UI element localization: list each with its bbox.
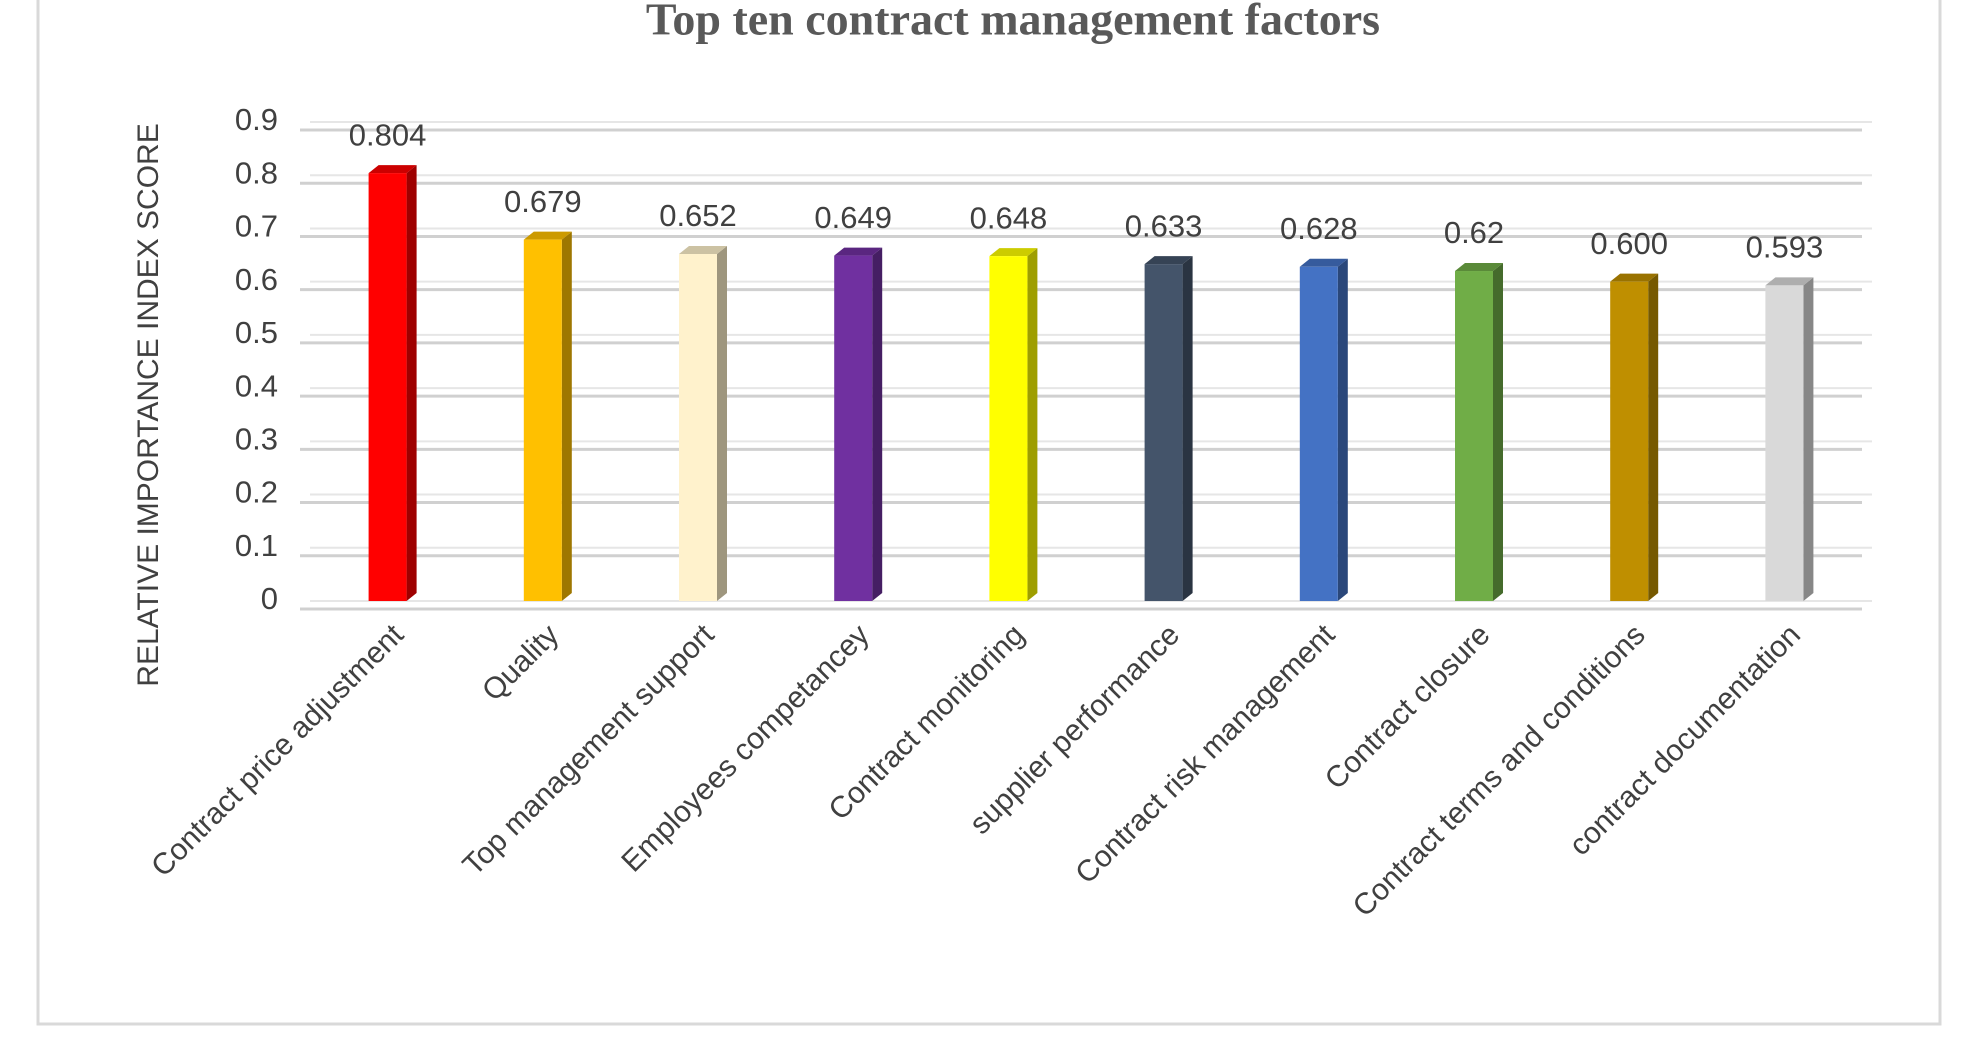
bar bbox=[1455, 271, 1493, 601]
bar-side bbox=[561, 231, 572, 602]
bar-side bbox=[1648, 273, 1659, 601]
y-tick-label: 0.7 bbox=[235, 209, 278, 244]
bar bbox=[1299, 266, 1338, 601]
y-axis-label: RELATIVE IMPORTANCE INDEX SCORE bbox=[132, 123, 165, 686]
chart-title: Top ten contract management factors bbox=[646, 0, 1380, 45]
bar-top bbox=[523, 231, 572, 240]
y-tick-label: 0.4 bbox=[235, 368, 278, 403]
x-tick-label: Employees competancey bbox=[615, 618, 875, 878]
value-label: 0.62 bbox=[1444, 215, 1504, 250]
chart-frame bbox=[36, 0, 1942, 1026]
bar bbox=[679, 253, 717, 602]
value-label: 0.628 bbox=[1280, 211, 1358, 246]
y-tick-label: 0.6 bbox=[235, 262, 278, 297]
x-tick-label: Contract price adjustment bbox=[145, 618, 411, 884]
bar-top bbox=[1610, 273, 1659, 282]
y-tick-label: 0.9 bbox=[235, 102, 278, 137]
bar bbox=[523, 239, 562, 602]
bar-top bbox=[1455, 263, 1503, 272]
bar-top bbox=[679, 245, 727, 254]
x-tick-label: Quality bbox=[476, 618, 565, 707]
bar-side bbox=[1803, 277, 1814, 601]
y-tick-label: 0.1 bbox=[235, 528, 278, 563]
bar bbox=[368, 173, 407, 602]
bar bbox=[834, 255, 873, 602]
bar-top bbox=[1765, 277, 1814, 286]
y-tick-label: 0 bbox=[261, 581, 278, 616]
y-tick-label: 0.3 bbox=[235, 422, 278, 457]
bar-side bbox=[1182, 256, 1193, 601]
bar-side bbox=[1027, 248, 1038, 601]
y-tick-label: 0.2 bbox=[235, 475, 278, 510]
value-label: 0.600 bbox=[1590, 226, 1668, 261]
x-tick-label: Contract closure bbox=[1319, 618, 1497, 796]
value-label: 0.652 bbox=[659, 198, 737, 233]
x-tick-label: Contract risk management bbox=[1069, 618, 1342, 891]
value-label: 0.648 bbox=[970, 200, 1048, 235]
bar-top bbox=[834, 247, 883, 256]
bar-side bbox=[406, 165, 417, 602]
bar-side bbox=[872, 247, 883, 602]
bar-top bbox=[989, 248, 1038, 257]
value-label: 0.649 bbox=[814, 200, 892, 235]
bar-top bbox=[368, 165, 417, 174]
bar-side bbox=[1337, 258, 1348, 601]
x-tick-label: Top management support bbox=[457, 618, 721, 882]
bar bbox=[989, 256, 1028, 601]
bar-side bbox=[717, 245, 727, 602]
bar-top bbox=[1299, 258, 1348, 267]
y-tick-label: 0.8 bbox=[235, 155, 278, 190]
bar-top bbox=[1144, 256, 1193, 265]
bar bbox=[1765, 285, 1804, 601]
bar bbox=[1144, 264, 1183, 601]
value-label: 0.679 bbox=[504, 184, 582, 219]
y-tick-label: 0.5 bbox=[235, 315, 278, 350]
value-label: 0.593 bbox=[1746, 230, 1824, 265]
bar bbox=[1610, 281, 1649, 601]
value-label: 0.804 bbox=[349, 117, 427, 152]
x-tick-label: Contract terms and conditions bbox=[1347, 618, 1652, 923]
value-label: 0.633 bbox=[1125, 208, 1203, 243]
bar-side bbox=[1493, 263, 1503, 601]
